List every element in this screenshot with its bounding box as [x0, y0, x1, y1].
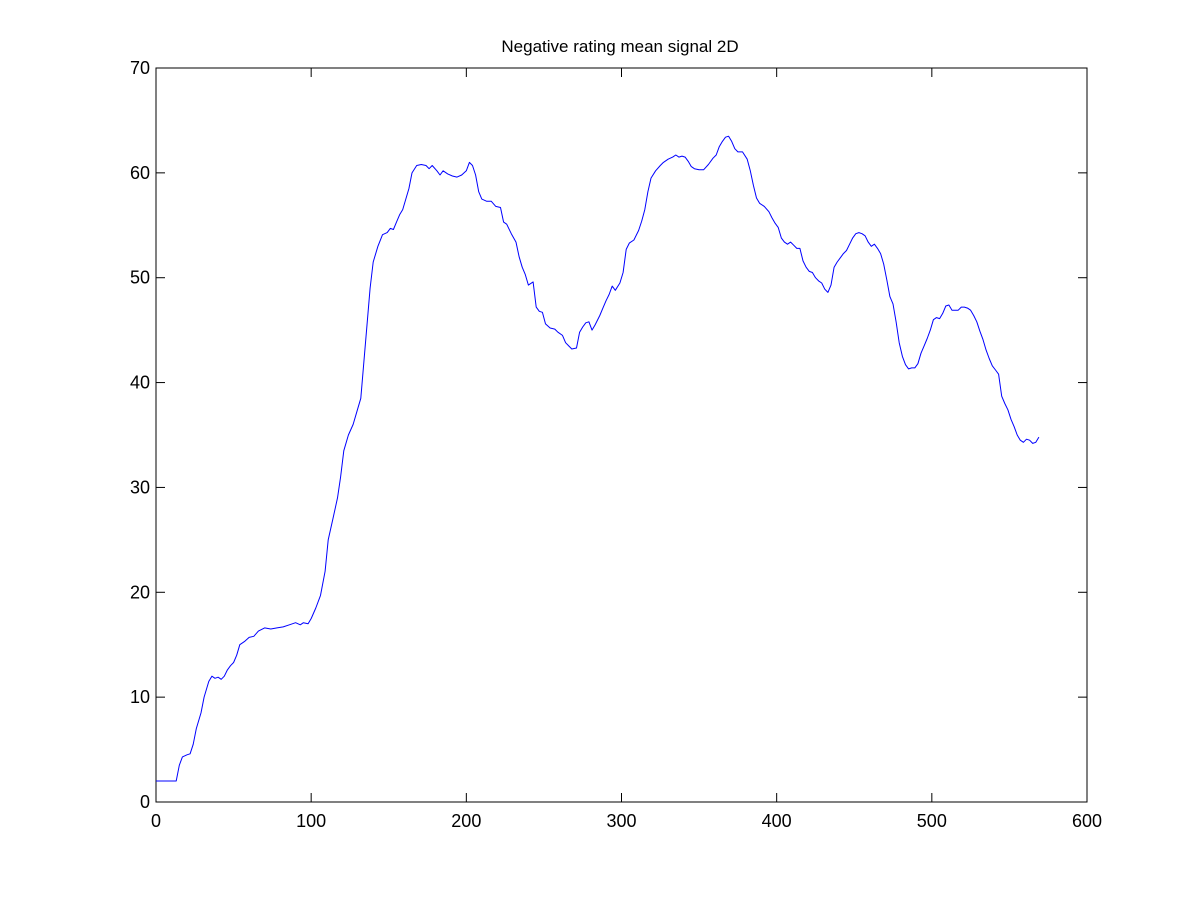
- series-line: [156, 135, 1040, 782]
- x-axis: 0 100 200 300 400 500 600: [151, 68, 1102, 831]
- y-tick-label: 0: [140, 792, 150, 812]
- x-tick-label: 300: [606, 811, 636, 831]
- y-tick-label: 50: [130, 268, 150, 288]
- plot-area: [155, 67, 1088, 803]
- y-tick-label: 10: [130, 687, 150, 707]
- y-tick-label: 20: [130, 582, 150, 602]
- y-tick-label: 70: [130, 58, 150, 78]
- x-tick-label: 200: [451, 811, 481, 831]
- y-tick-label: 60: [130, 163, 150, 183]
- y-tick-label: 40: [130, 373, 150, 393]
- x-tick-label: 400: [762, 811, 792, 831]
- series-layer: [156, 135, 1040, 782]
- x-tick-label: 100: [296, 811, 326, 831]
- chart-title: Negative rating mean signal 2D: [501, 37, 738, 56]
- x-tick-label: 0: [151, 811, 161, 831]
- x-tick-label: 500: [917, 811, 947, 831]
- y-axis: 0 10 20 30 40 50 60 70: [130, 58, 1087, 812]
- x-tick-label: 600: [1072, 811, 1102, 831]
- y-tick-label: 30: [130, 477, 150, 497]
